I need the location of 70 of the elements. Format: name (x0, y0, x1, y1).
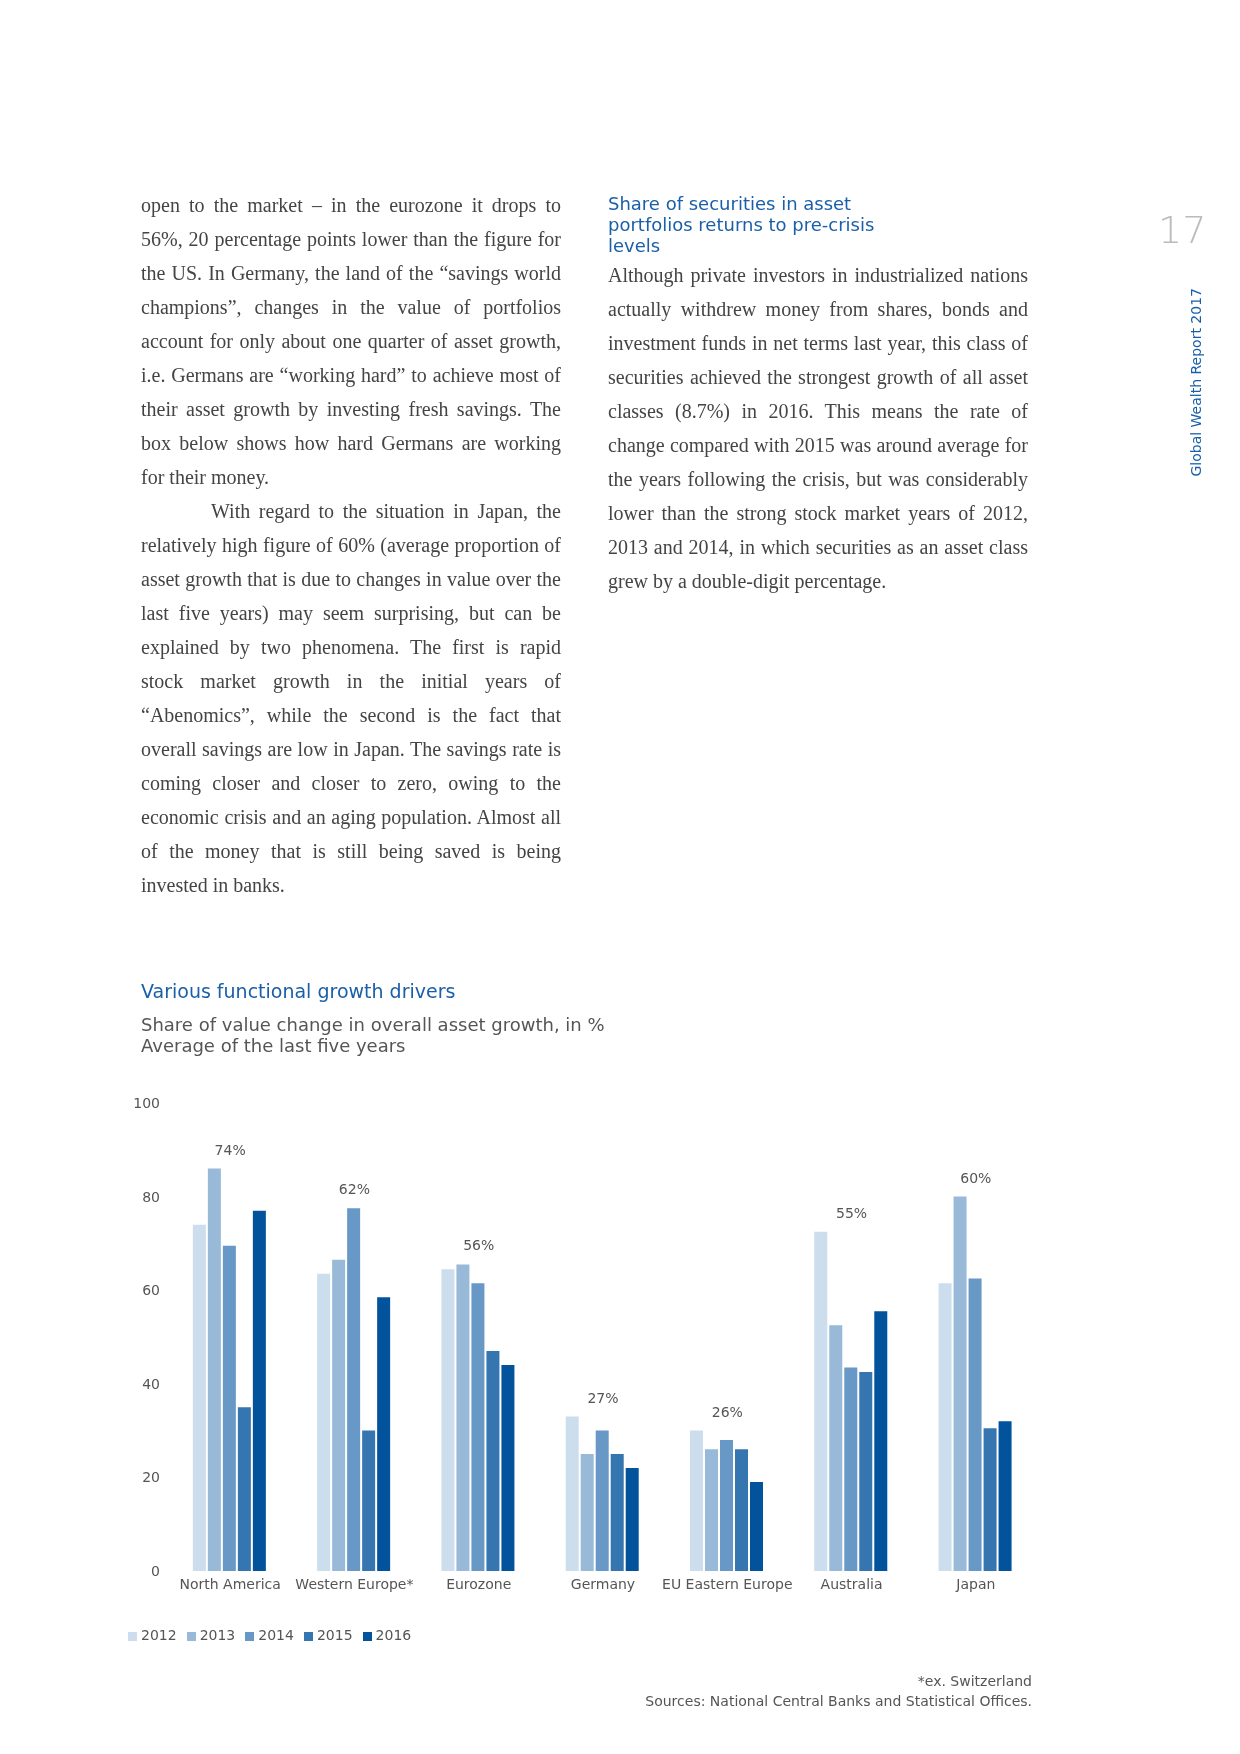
bar (580, 1454, 594, 1571)
y-tick-label: 80 (142, 1188, 160, 1205)
bar (441, 1269, 455, 1571)
annotation: 55% (836, 1204, 868, 1221)
annotation: 60% (960, 1169, 992, 1186)
bar (595, 1430, 609, 1571)
y-tick-label: 100 (133, 1094, 160, 1111)
bar (705, 1449, 718, 1571)
annotation: 74% (214, 1141, 246, 1158)
text: open to the market – in the eurozone it drops to 56%, 20 percentage points lower than the figure for the US. In Germany, the land of the “savings world champions”, changes in the value of portfolios account for only about one quarter of asset growth, i.e. Germans are “working hard” to achieve most of their asset growth by investing fresh savings. The box below shows how hard Germans are working for their money. (141, 194, 561, 488)
annotation: 26% (711, 1403, 743, 1420)
annotation: 27% (587, 1389, 619, 1406)
x-tick-label: North America (179, 1575, 281, 1592)
bar (486, 1351, 500, 1571)
bar (207, 1168, 221, 1571)
bar (953, 1196, 967, 1571)
text: Although private investors in industrialized nations actually withdrew money from shares, bonds and investment funds in net terms last year, this class of securities achieved the strongest growth of all asset classes (8.7%) in 2016. This means the rate of change compared with 2015 was around average for the years following the crisis, but was considerably lower than the strong stock market years of 2012, 2013 and 2014, in which securities as an asset class grew by a double-digit percentage. (608, 264, 1028, 592)
bar (362, 1430, 376, 1571)
bar (501, 1365, 515, 1571)
bar (829, 1325, 843, 1571)
bar (874, 1311, 888, 1571)
chart-subtitle: Share of value change in overall asset growth, in % Average of the last five years (141, 1014, 605, 1056)
legend-label: 2014 (258, 1627, 294, 1643)
bar (983, 1428, 997, 1571)
text: *ex. Switzerland (917, 1673, 1032, 1689)
bar (814, 1231, 828, 1571)
source-note: Sources: National Central Banks and Statistical Offices. (645, 1693, 1032, 1709)
bar (938, 1283, 952, 1571)
bar (332, 1259, 346, 1571)
y-tick-label: 20 (142, 1469, 160, 1486)
bar (377, 1297, 391, 1571)
bar (750, 1482, 763, 1571)
bar (222, 1245, 236, 1571)
x-tick-label: Eurozone (446, 1575, 512, 1592)
bar (610, 1454, 624, 1571)
x-tick-label: EU Eastern Europe (662, 1575, 793, 1592)
bar (859, 1372, 873, 1571)
bar (347, 1208, 361, 1571)
bar (690, 1430, 703, 1571)
legend-label: 2012 (141, 1627, 177, 1643)
x-tick-label: Germany (570, 1575, 636, 1592)
bar (471, 1283, 485, 1571)
annotation: 62% (338, 1181, 370, 1198)
y-tick-label: 60 (142, 1282, 160, 1299)
chart-title: Various functional growth drivers (141, 980, 456, 1002)
bar (625, 1468, 639, 1571)
text: With regard to the situation in Japan, the relatively high figure of 60% (average proportion of asset growth that is due to changes in value over the last five years) may seem surprising, but can be explained by two phenomena. The first is rapid stock market growth in the initial years of “Abenomics”, while the second is the fact that overall savings are low in Japan. The savings rate is coming closer and closer to zero, owing to the economic crisis and an aging population. Almost all of the money that is still being saved is being invested in banks. (141, 500, 561, 896)
bar (998, 1421, 1012, 1571)
bar (252, 1210, 266, 1571)
bar (968, 1278, 982, 1571)
y-tick-label: 0 (151, 1562, 160, 1579)
legend-label: 2015 (316, 1627, 353, 1643)
bar (565, 1416, 579, 1571)
bar (237, 1407, 251, 1571)
text: Global Wealth Report 2017 (1188, 288, 1204, 477)
x-tick-label: Western Europe* (295, 1575, 414, 1592)
x-tick-label: Australia (820, 1575, 883, 1592)
legend-label: 2013 (199, 1627, 236, 1643)
bar (720, 1439, 733, 1571)
text: Share of securities in asset portfolios returns to pre-crisis levels (608, 193, 876, 256)
x-tick-label: Japan (955, 1575, 996, 1592)
bar (735, 1449, 748, 1571)
legend-label: 2016 (375, 1627, 412, 1643)
bar (192, 1224, 206, 1571)
text: 17 (1158, 208, 1207, 252)
annotation: 56% (463, 1237, 495, 1254)
bar (456, 1264, 470, 1571)
bar (317, 1273, 331, 1571)
y-tick-label: 40 (142, 1375, 160, 1392)
bar (844, 1367, 858, 1571)
